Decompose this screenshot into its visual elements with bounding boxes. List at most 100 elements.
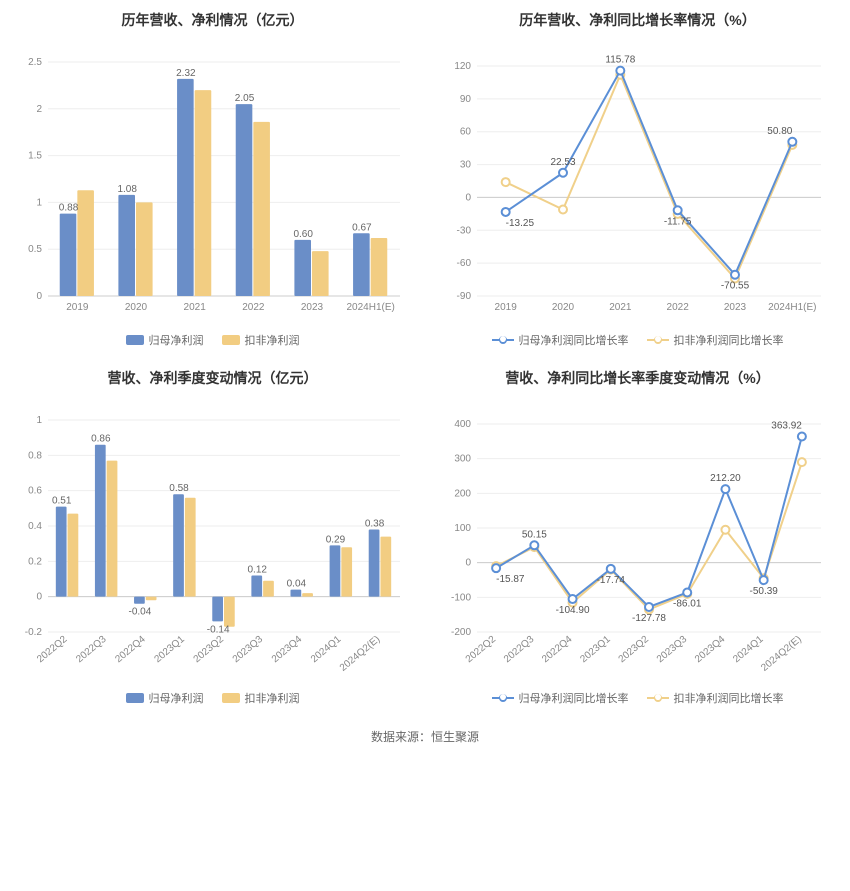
svg-text:-50.39: -50.39 (749, 586, 778, 597)
legend-swatch (126, 335, 144, 345)
chart-title: 营收、净利季度变动情况（亿元） (10, 368, 415, 388)
svg-text:60: 60 (460, 127, 472, 138)
svg-text:2024H1(E): 2024H1(E) (768, 302, 816, 313)
svg-text:0: 0 (465, 558, 471, 569)
svg-text:2024Q2(E): 2024Q2(E) (338, 634, 383, 674)
svg-text:-13.25: -13.25 (506, 218, 535, 229)
svg-text:0.88: 0.88 (59, 203, 79, 214)
svg-text:-60: -60 (457, 258, 472, 269)
legend: 归母净利润 扣非净利润 (10, 690, 415, 706)
svg-text:2023Q4: 2023Q4 (270, 634, 305, 666)
plot-area: -0.200.20.40.60.810.512022Q20.862022Q3-0… (10, 400, 415, 680)
legend-label: 扣非净利润同比增长率 (674, 690, 784, 706)
svg-text:2024H1(E): 2024H1(E) (346, 302, 394, 313)
plot-area: -200-1000100200300400-15.8750.15-104.90-… (435, 400, 840, 680)
legend-line-icon (492, 339, 514, 341)
svg-text:2024Q1: 2024Q1 (309, 634, 344, 666)
svg-text:2023Q4: 2023Q4 (693, 634, 728, 666)
legend-line-icon (492, 697, 514, 699)
chart-annual-profit: 历年营收、净利情况（亿元） 00.511.522.50.8820191.0820… (10, 10, 415, 348)
svg-text:2022Q2: 2022Q2 (464, 634, 499, 666)
svg-text:0.58: 0.58 (169, 483, 189, 494)
svg-text:2022Q4: 2022Q4 (540, 634, 575, 666)
svg-text:1.08: 1.08 (117, 184, 137, 195)
legend-label: 归母净利润 (149, 332, 204, 348)
legend-label: 扣非净利润 (245, 332, 300, 348)
svg-text:-100: -100 (451, 592, 471, 603)
legend-label: 扣非净利润 (245, 690, 300, 706)
svg-text:0.4: 0.4 (28, 521, 42, 532)
plot-area: 00.511.522.50.8820191.0820202.3220212.05… (10, 42, 415, 322)
chart-annual-growth: 历年营收、净利同比增长率情况（%） -90-60-300306090120-13… (435, 10, 840, 348)
svg-text:300: 300 (454, 454, 471, 465)
svg-text:2022Q3: 2022Q3 (502, 634, 537, 666)
svg-text:-86.01: -86.01 (673, 598, 702, 609)
svg-text:0: 0 (36, 291, 42, 302)
svg-text:200: 200 (454, 488, 471, 499)
legend-line-icon (647, 697, 669, 699)
svg-text:2022Q4: 2022Q4 (113, 634, 148, 666)
svg-text:0.04: 0.04 (287, 579, 307, 590)
svg-text:30: 30 (460, 160, 472, 171)
legend-label: 归母净利润 (149, 690, 204, 706)
svg-text:2022: 2022 (242, 302, 265, 313)
svg-text:120: 120 (454, 61, 471, 72)
plot-area: -90-60-300306090120-13.2522.53115.78-11.… (435, 42, 840, 322)
svg-text:0.2: 0.2 (28, 556, 42, 567)
legend-label: 归母净利润同比增长率 (519, 690, 629, 706)
svg-text:363.92: 363.92 (771, 421, 802, 432)
svg-text:50.15: 50.15 (522, 529, 547, 540)
svg-text:0.12: 0.12 (248, 564, 268, 575)
svg-text:2022Q2: 2022Q2 (35, 634, 70, 666)
svg-text:2022: 2022 (667, 302, 690, 313)
legend-swatch (222, 693, 240, 703)
svg-text:0: 0 (465, 192, 471, 203)
svg-text:-0.2: -0.2 (25, 627, 43, 638)
svg-text:2022Q3: 2022Q3 (74, 634, 109, 666)
legend-item: 扣非净利润 (222, 332, 300, 348)
svg-text:-30: -30 (457, 225, 472, 236)
svg-text:2020: 2020 (552, 302, 575, 313)
svg-text:0.29: 0.29 (326, 534, 346, 545)
legend-label: 扣非净利润同比增长率 (674, 332, 784, 348)
svg-text:1: 1 (36, 197, 42, 208)
chart-quarterly-growth: 营收、净利同比增长率季度变动情况（%） -200-100010020030040… (435, 368, 840, 706)
svg-text:2.32: 2.32 (176, 68, 196, 79)
svg-text:2019: 2019 (495, 302, 518, 313)
svg-text:2.5: 2.5 (28, 57, 42, 68)
legend: 归母净利润同比增长率 扣非净利润同比增长率 (435, 690, 840, 706)
svg-text:22.53: 22.53 (550, 157, 575, 168)
svg-text:0.86: 0.86 (91, 434, 111, 445)
svg-text:400: 400 (454, 419, 471, 430)
legend-item: 扣非净利润 (222, 690, 300, 706)
svg-text:-15.87: -15.87 (496, 574, 525, 585)
svg-text:0.51: 0.51 (52, 496, 72, 507)
svg-text:2023Q3: 2023Q3 (655, 634, 690, 666)
svg-text:1: 1 (36, 415, 42, 426)
legend-item: 归母净利润同比增长率 (492, 690, 629, 706)
svg-text:2024Q2(E): 2024Q2(E) (759, 634, 804, 674)
chart-quarterly-profit: 营收、净利季度变动情况（亿元） -0.200.20.40.60.810.5120… (10, 368, 415, 706)
chart-title: 历年营收、净利情况（亿元） (10, 10, 415, 30)
svg-text:2023Q2: 2023Q2 (617, 634, 652, 666)
svg-text:2024Q1: 2024Q1 (731, 634, 766, 666)
svg-text:2023Q1: 2023Q1 (578, 634, 613, 666)
svg-text:0.38: 0.38 (365, 519, 385, 530)
svg-text:-0.04: -0.04 (129, 607, 152, 618)
svg-text:0.5: 0.5 (28, 244, 42, 255)
svg-text:2023Q2: 2023Q2 (192, 634, 227, 666)
svg-text:212.20: 212.20 (710, 473, 741, 484)
svg-text:-127.78: -127.78 (632, 613, 666, 624)
svg-text:90: 90 (460, 94, 472, 105)
legend-item: 扣非净利润同比增长率 (647, 332, 784, 348)
legend-swatch (222, 335, 240, 345)
svg-text:2: 2 (36, 104, 42, 115)
legend-swatch (126, 693, 144, 703)
svg-text:100: 100 (454, 523, 471, 534)
svg-text:2023Q1: 2023Q1 (152, 634, 187, 666)
svg-text:2023: 2023 (301, 302, 324, 313)
legend-line-icon (647, 339, 669, 341)
data-source-footer: 数据来源：恒生聚源 (10, 728, 840, 745)
svg-text:-104.90: -104.90 (556, 605, 590, 616)
svg-text:-70.55: -70.55 (721, 281, 750, 292)
